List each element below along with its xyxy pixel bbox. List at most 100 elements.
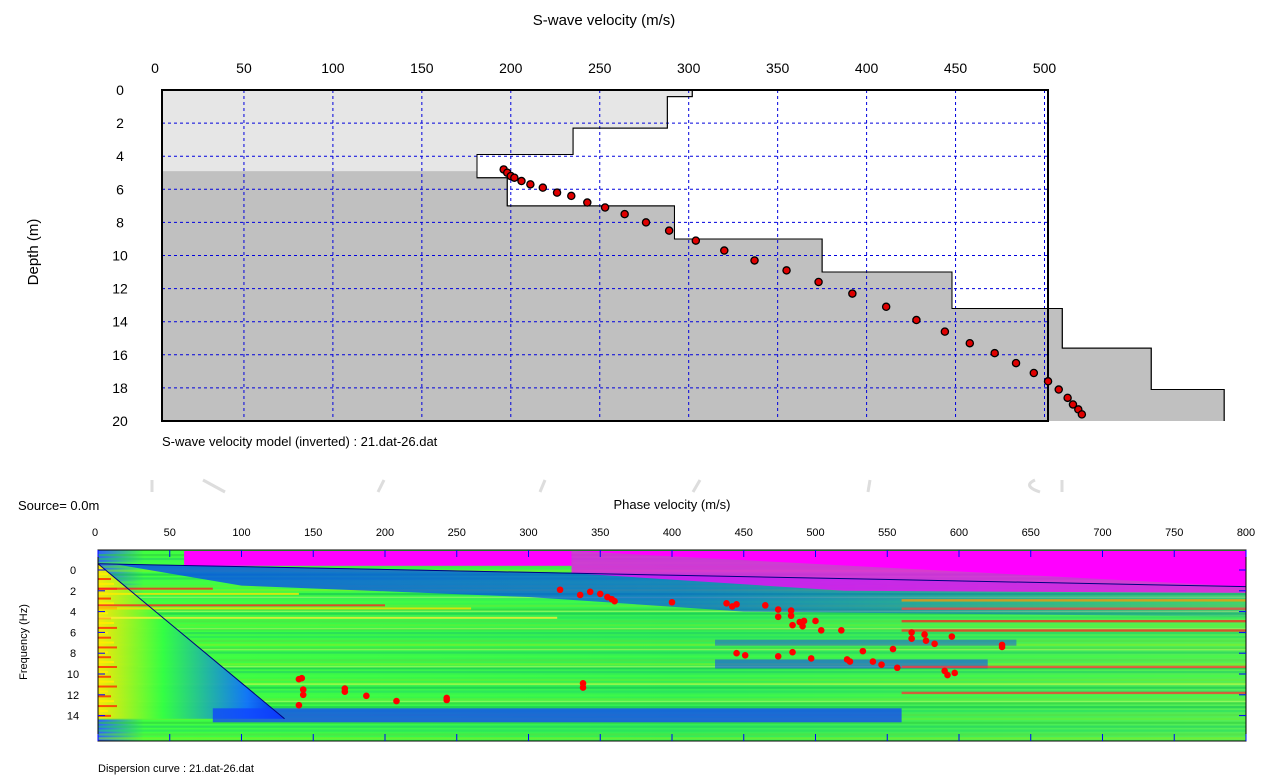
velocity-model-x-ticks: 0 50 100 150 200 250 300 350 400 450 500 — [151, 60, 1056, 76]
faint-marks — [150, 478, 1064, 494]
x-tick-label: 550 — [878, 527, 896, 539]
heat-blue-mid2 — [715, 639, 1017, 646]
data-point — [567, 191, 576, 201]
data-point — [848, 289, 857, 298]
heat-band — [98, 639, 1246, 642]
x-tick-label: 300 — [519, 527, 537, 539]
heat-red-streak — [98, 573, 108, 576]
y-tick-label: 14 — [67, 711, 79, 723]
heat-band — [98, 694, 1246, 697]
dispersion-point — [579, 684, 587, 691]
x-tick-label: 450 — [944, 60, 968, 76]
x-tick-label: 450 — [735, 527, 753, 539]
y-tick-label: 6 — [70, 627, 76, 639]
y-tick-label: 4 — [70, 607, 76, 619]
heat-band-light — [138, 648, 1246, 651]
heat-red-streak — [98, 656, 111, 659]
velocity-profile-layer — [476, 90, 1225, 421]
heat-red-streak — [98, 695, 111, 698]
dispersion-points — [295, 586, 1006, 709]
data-point — [583, 198, 592, 207]
dispersion-point — [869, 658, 877, 665]
heat-band — [98, 655, 1246, 658]
dispersion-point — [774, 613, 782, 621]
dispersion-point — [556, 586, 564, 594]
x-tick-label: 300 — [677, 60, 701, 76]
y-tick-label: 20 — [112, 413, 128, 429]
dispersion-point — [908, 635, 915, 642]
dispersion-point — [774, 606, 782, 613]
heat-band-light — [138, 627, 1246, 630]
data-point — [691, 236, 701, 245]
heat-red-streak — [98, 602, 114, 605]
y-tick-label: 4 — [116, 148, 124, 164]
y-tick-label: 8 — [70, 648, 76, 660]
heat-red-streak — [98, 597, 111, 600]
dispersion-point — [761, 602, 769, 609]
dispersion-point — [341, 685, 349, 692]
x-tick-label: 50 — [236, 60, 252, 76]
data-point — [1043, 377, 1053, 386]
heat-streak — [98, 592, 299, 595]
heat-blue-low — [212, 708, 902, 723]
dispersion-ylabel: Frequency (Hz) — [18, 604, 30, 680]
y-tick-label: 0 — [116, 82, 124, 98]
dispersion-point — [931, 640, 938, 648]
heat-red-streak — [98, 675, 111, 678]
heat-band-light — [138, 683, 1246, 685]
dispersion-point — [893, 664, 901, 672]
heat-red-streak — [98, 680, 114, 683]
heat-band — [98, 632, 1246, 635]
diagonal-line-2 — [98, 563, 1246, 588]
heat-red-streak — [98, 670, 108, 673]
heat-red-streak — [98, 705, 117, 708]
dispersion-point — [596, 590, 604, 598]
heat-band — [98, 721, 1246, 724]
data-point — [510, 173, 519, 182]
data-point — [538, 183, 548, 192]
heat-red-streak — [98, 661, 114, 664]
heat-right-streak — [901, 607, 1246, 610]
data-point — [620, 209, 629, 219]
heat-red-streak — [98, 636, 111, 639]
heat-red-streak — [98, 651, 108, 654]
heat-band — [98, 612, 1246, 615]
data-point — [1063, 393, 1072, 403]
heat-band — [98, 647, 1246, 650]
heat-streak — [98, 616, 558, 619]
data-point — [664, 226, 674, 235]
dispersion-point — [787, 607, 795, 614]
heat-band-light — [138, 700, 1246, 703]
x-tick-label: 350 — [766, 60, 790, 76]
heat-band — [98, 663, 1246, 666]
dispersion-point — [812, 617, 819, 625]
heat-band — [98, 729, 1246, 732]
x-tick-label: 250 — [588, 60, 612, 76]
dispersion-point — [948, 633, 956, 640]
heat-streak — [98, 607, 472, 610]
profile-extension — [1048, 90, 1225, 421]
dispersion-point — [733, 601, 740, 608]
data-point — [940, 327, 950, 336]
dispersion-point — [295, 701, 303, 709]
data-point — [782, 266, 791, 275]
top-chart-title: S-wave velocity (m/s) — [533, 12, 676, 29]
dispersion-image — [98, 550, 1246, 741]
y-tick-label: 10 — [112, 248, 128, 264]
data-point — [1068, 400, 1078, 409]
y-tick-label: 6 — [116, 181, 124, 197]
x-tick-label: 200 — [376, 527, 394, 539]
heat-band — [98, 659, 1246, 662]
x-tick-label: 150 — [410, 60, 434, 76]
heat-right-streak — [901, 691, 1246, 695]
heat-right-streak — [901, 599, 1246, 602]
x-tick-label: 250 — [448, 527, 466, 539]
x-tick-label: 0 — [92, 527, 98, 539]
velocity-model-points — [499, 165, 1087, 419]
y-tick-label: 18 — [112, 380, 128, 396]
heat-right-streak — [901, 629, 1246, 632]
heat-band — [98, 698, 1246, 701]
dispersion-point — [859, 647, 867, 655]
profile-clear-region — [476, 90, 1048, 421]
x-tick-label: 0 — [151, 60, 159, 76]
